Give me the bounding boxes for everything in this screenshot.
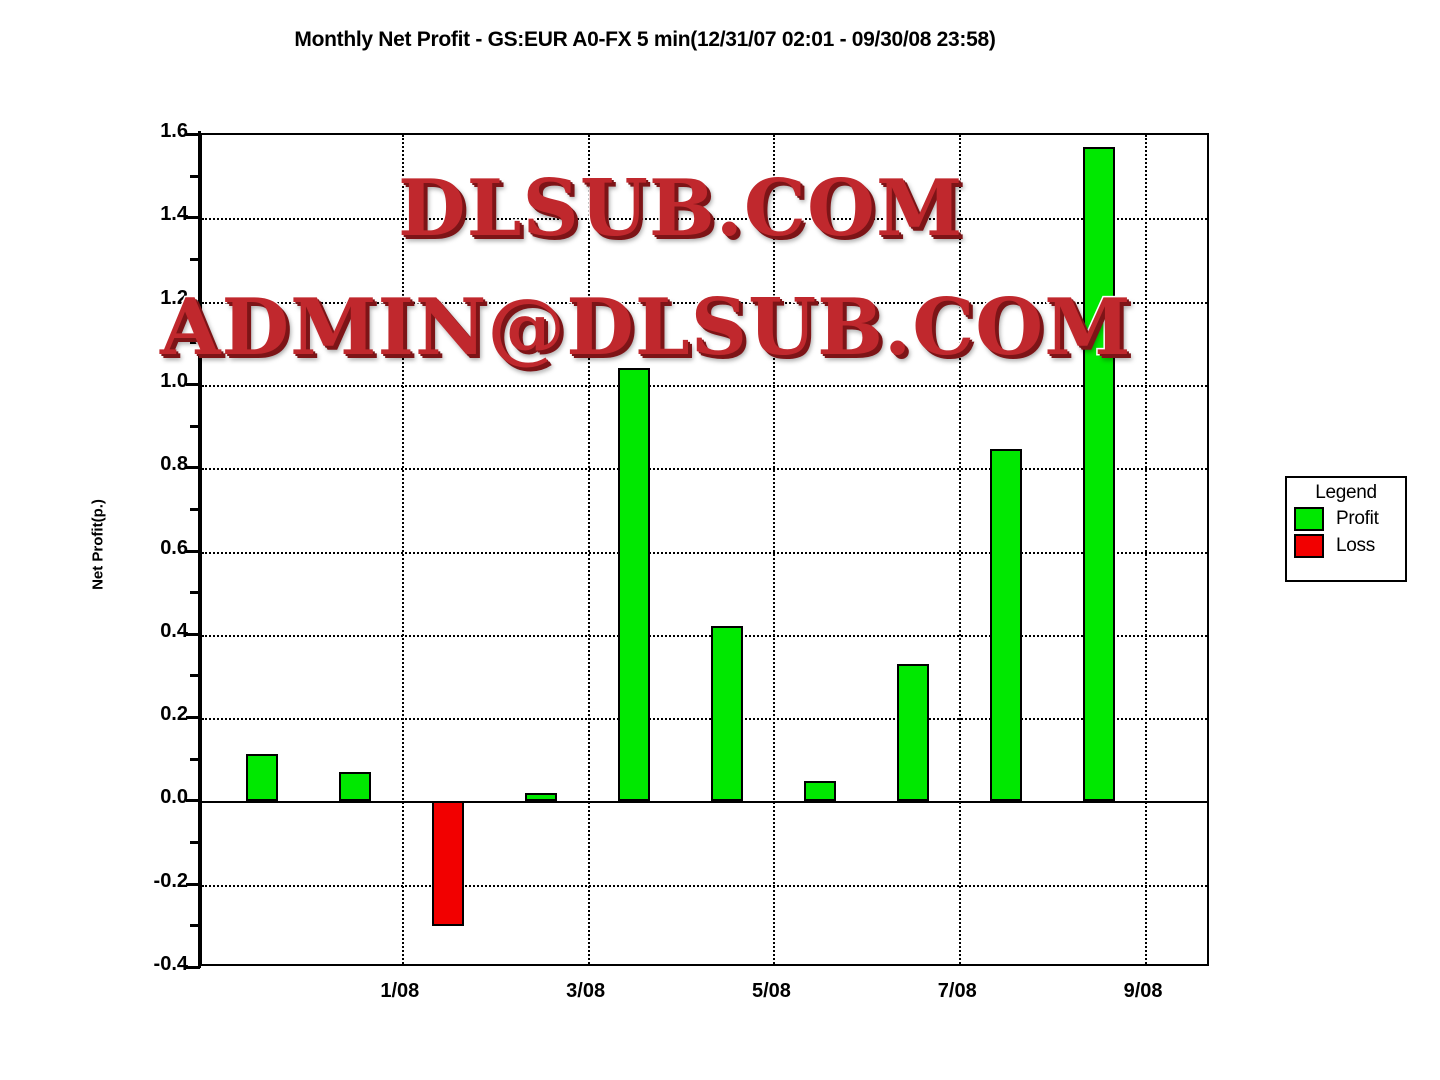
y-tick-label: 1.0 xyxy=(160,369,188,392)
y-tick-label: 1.4 xyxy=(160,203,188,226)
bar xyxy=(246,753,279,802)
y-tick-minor xyxy=(190,674,200,678)
y-tick-label: 0.8 xyxy=(160,453,188,476)
plot-area xyxy=(200,133,1209,966)
y-tick-label: 0.4 xyxy=(160,619,188,642)
y-tick-major xyxy=(186,382,200,386)
y-tick-minor xyxy=(190,507,200,511)
bar xyxy=(896,663,929,802)
y-tick-major xyxy=(186,216,200,220)
y-tick-minor xyxy=(190,841,200,845)
legend-swatch-loss xyxy=(1294,534,1324,558)
y-tick-major xyxy=(186,133,200,136)
legend-title: Legend xyxy=(1315,482,1377,503)
bar xyxy=(803,780,836,802)
y-tick-major xyxy=(186,966,200,969)
x-tick-label: 1/08 xyxy=(380,980,420,1002)
y-tick-minor xyxy=(190,757,200,761)
gridline-horizontal xyxy=(202,384,1207,387)
y-tick-label: 0.6 xyxy=(160,536,188,559)
y-tick-label: -0.4 xyxy=(153,953,188,975)
y-tick-major xyxy=(186,299,200,303)
y-tick-minor xyxy=(190,257,200,261)
y-tick-major xyxy=(186,716,200,720)
y-tick-major xyxy=(186,799,200,803)
y-axis-title: Net Profit(p.) xyxy=(89,499,107,590)
plot-inner xyxy=(202,135,1207,964)
y-tick-label: 0.0 xyxy=(160,786,188,809)
y-tick-major xyxy=(186,632,200,636)
y-tick-minor xyxy=(190,424,200,428)
gridline-horizontal xyxy=(202,218,1207,221)
x-tick-label: 9/08 xyxy=(1123,980,1163,1002)
gridline-vertical xyxy=(959,135,962,964)
legend: Legend Profit Loss xyxy=(1285,476,1407,582)
gridline-vertical xyxy=(773,135,776,964)
gridline-horizontal xyxy=(202,468,1207,471)
bar xyxy=(618,368,651,802)
y-tick-label: 0.2 xyxy=(160,703,188,726)
bar xyxy=(525,793,558,802)
bar xyxy=(1082,147,1115,802)
y-tick-minor xyxy=(190,174,200,178)
y-tick-minor xyxy=(190,924,200,928)
legend-item: Profit xyxy=(1294,507,1405,531)
gridline-horizontal xyxy=(202,634,1207,637)
legend-items: Profit Loss xyxy=(1287,507,1405,558)
y-tick-label: -0.2 xyxy=(153,869,188,892)
y-tick-major xyxy=(186,466,200,470)
bar xyxy=(432,801,465,927)
y-tick-minor xyxy=(190,591,200,595)
legend-item: Loss xyxy=(1294,534,1405,558)
y-tick-label: 1.6 xyxy=(160,120,188,142)
gridline-vertical xyxy=(401,135,404,964)
zero-line xyxy=(202,801,1207,804)
gridline-vertical xyxy=(1145,135,1148,964)
y-tick-minor xyxy=(190,341,200,345)
y-tick-label: 1.2 xyxy=(160,286,188,309)
x-tick-label: 7/08 xyxy=(937,980,977,1002)
bar xyxy=(339,772,372,802)
legend-label: Loss xyxy=(1336,535,1375,556)
y-tick-major xyxy=(186,549,200,553)
gridline-horizontal xyxy=(202,718,1207,721)
bar xyxy=(989,449,1022,802)
bar xyxy=(711,626,743,802)
x-tick-label: 3/08 xyxy=(566,980,606,1002)
gridline-horizontal xyxy=(202,884,1207,887)
gridline-vertical xyxy=(587,135,590,964)
legend-swatch-profit xyxy=(1294,507,1324,531)
x-tick-label: 5/08 xyxy=(751,980,791,1002)
page-title: Monthly Net Profit - GS:EUR A0-FX 5 min(… xyxy=(294,28,996,51)
y-tick-major xyxy=(186,882,200,886)
legend-label: Profit xyxy=(1336,508,1379,529)
gridline-horizontal xyxy=(202,551,1207,554)
gridline-horizontal xyxy=(202,301,1207,304)
